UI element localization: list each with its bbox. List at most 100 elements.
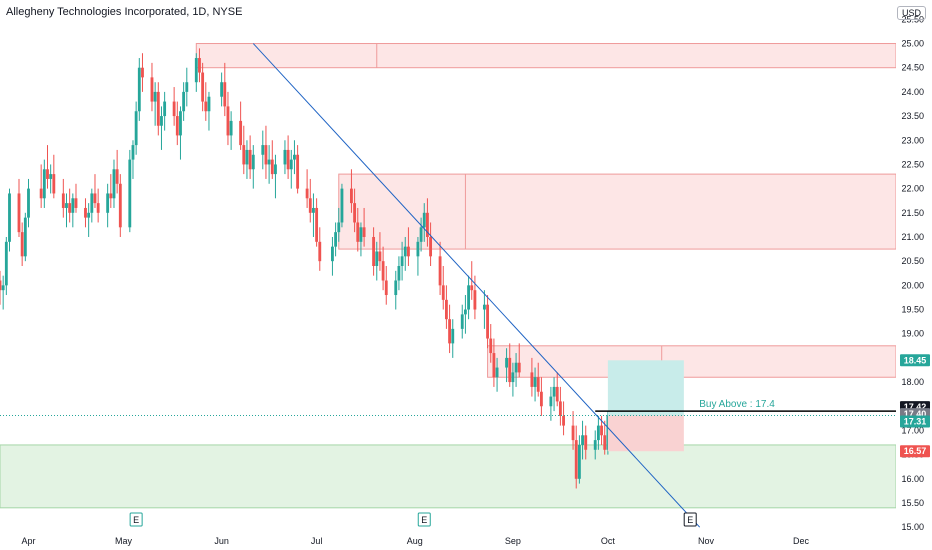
candle [511,372,515,383]
candle [242,145,246,165]
candle [441,285,445,300]
candle [489,338,493,354]
earnings-label: E [421,515,427,525]
candle [536,377,540,392]
candle [473,290,477,310]
candle [353,203,357,223]
candle [118,183,122,228]
candle [84,207,87,218]
candle [239,120,243,146]
x-tick-label: Apr [21,536,35,546]
candle [179,111,182,136]
currency-button[interactable]: USD [896,6,926,20]
candle [448,319,452,344]
y-tick-label: 21.00 [901,232,924,242]
candle [52,174,56,194]
candle [577,444,581,479]
candle [106,193,110,213]
candle [248,149,252,170]
candle [356,222,360,242]
candle [42,169,46,199]
candle [185,82,189,92]
supply-zone [487,345,897,378]
candle [340,188,344,223]
candle [74,198,78,208]
candle [87,212,91,218]
candle [486,304,490,339]
candle [49,174,53,179]
candle [20,232,24,257]
candle [160,116,163,126]
candle [270,159,274,175]
candle [229,120,233,136]
earnings-label: E [133,515,139,525]
candle [296,154,300,189]
price-tag-label: 17.40 [904,409,927,419]
candle [517,362,521,373]
price-tag-label: 17.31 [904,416,927,426]
earnings-marker [683,512,697,527]
x-tick-label: Jun [214,536,229,546]
candle [261,145,265,155]
candle [267,159,271,165]
candle [381,261,385,281]
y-tick-label: 19.00 [901,329,924,339]
y-tick-label: 22.50 [901,159,924,169]
time-axis[interactable]: Apr May Jun Jul Aug Sep Oct Nov Dec [0,532,932,550]
candle [467,285,471,310]
candle [182,91,186,112]
demand-zone [0,444,897,509]
candle [394,280,398,296]
price-tag-label: 17.42 [904,402,927,412]
price-tag [900,354,930,367]
candle [245,149,249,165]
candle [264,145,268,165]
candle [305,188,309,199]
price-tag-label: 18.45 [904,355,927,365]
trendline [252,43,701,528]
candle [308,198,312,213]
candle [508,357,512,383]
y-tick-label: 21.50 [901,208,924,218]
candle [39,188,43,199]
candle [4,241,8,286]
candle [156,91,160,126]
y-tick-label: 17.00 [901,425,924,435]
target-area [607,360,684,416]
candle [425,212,429,237]
candle [331,246,334,262]
candle [334,232,338,247]
y-tick-label: 25.00 [901,39,924,49]
time-axis-bg [0,532,932,550]
candle [552,386,556,397]
x-tick-label: Nov [698,536,715,546]
candle [495,367,499,378]
zones-layer [0,43,897,509]
x-tick-label: Oct [601,536,616,546]
candle [378,251,382,262]
candle [251,154,255,170]
candle [204,101,208,112]
candle [163,101,167,117]
price-axis[interactable]: 15.0015.5016.0016.5017.0017.5018.0018.50… [896,0,932,550]
candle [350,188,353,204]
candle [571,425,575,441]
supply-zone [195,43,897,69]
y-tick-label: 19.50 [901,305,924,315]
candle [600,425,603,436]
y-tick-label: 18.00 [901,377,924,387]
candle [362,227,366,237]
candle [372,236,376,266]
candle [289,159,293,170]
x-tick-label: Aug [407,536,423,546]
candle [444,299,448,320]
buy-above-label: Buy Above : 17.4 [699,399,775,410]
candle [207,96,211,112]
candle [61,193,65,208]
y-tick-label: 23.50 [901,111,924,121]
chart-title: Allegheny Technologies Incorporated, 1D,… [6,6,243,18]
candle [8,193,11,242]
price-tag-label: 16.57 [904,446,927,456]
candle [530,372,534,387]
